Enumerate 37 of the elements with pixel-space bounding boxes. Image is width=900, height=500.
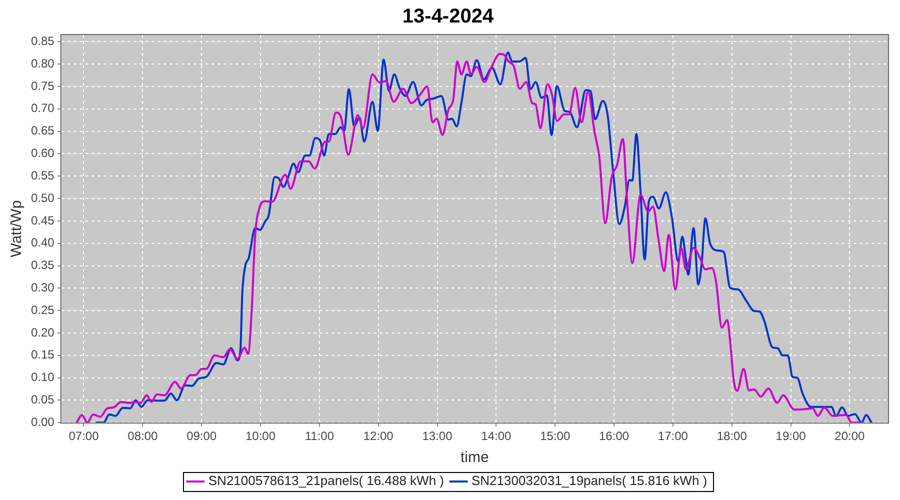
y-tick-label: 0.40 — [30, 236, 55, 250]
x-tick-label: 08:00 — [128, 429, 158, 444]
x-tick-label: 11:00 — [304, 429, 334, 444]
x-tick-label: 14:00 — [481, 429, 512, 444]
y-axis-title: Watt/Wp — [8, 200, 26, 258]
y-tick-label: 0.85 — [30, 34, 55, 48]
x-tick-label: 19:00 — [776, 429, 806, 444]
y-tick-label: 0.65 — [30, 124, 55, 138]
y-tick-label: 0.75 — [30, 78, 55, 93]
y-tick-label: 0.45 — [30, 213, 55, 228]
y-tick-label: 0.15 — [30, 348, 55, 362]
y-tick-label: 0.55 — [30, 168, 55, 182]
x-tick-label: 12:00 — [363, 429, 394, 444]
y-tick-label: 0.30 — [30, 280, 55, 294]
x-tick-label: 16:00 — [599, 429, 630, 444]
y-tick-label: 0.50 — [30, 190, 55, 205]
x-tick-label: 13:00 — [422, 429, 453, 444]
y-tick-label: 0.00 — [30, 414, 55, 429]
y-tick-label: 0.25 — [30, 302, 55, 317]
x-tick-label: 17:00 — [658, 429, 688, 444]
legend-label: SN2130032031_19panels( 15.816 kWh ) — [472, 473, 708, 488]
y-tick-label: 0.35 — [30, 258, 55, 272]
x-tick-label: 10:00 — [245, 429, 276, 444]
x-tick-label: 15:00 — [540, 429, 570, 444]
y-tick-label: 0.20 — [30, 325, 55, 340]
legend-label: SN2100578613_21panels( 16.488 kWh ) — [208, 473, 444, 488]
y-tick-label: 0.10 — [30, 370, 55, 384]
y-tick-label: 0.05 — [30, 392, 55, 407]
y-tick-label: 0.60 — [30, 146, 55, 160]
y-tick-label: 0.80 — [30, 56, 55, 70]
x-tick-label: 07:00 — [68, 429, 100, 444]
y-tick-label: 0.70 — [30, 101, 55, 116]
x-tick-label: 09:00 — [186, 429, 217, 444]
x-tick-label: 18:00 — [716, 429, 748, 444]
chart-title: 13-4-2024 — [402, 6, 494, 28]
x-axis-title: time — [460, 449, 489, 466]
x-tick-label: 20:00 — [834, 429, 866, 444]
